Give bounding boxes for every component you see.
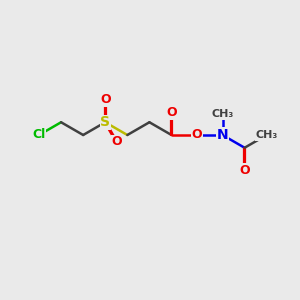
Text: Cl: Cl [32,128,46,142]
Text: O: O [111,135,122,148]
Text: CH₃: CH₃ [212,109,234,119]
Text: N: N [217,128,228,142]
Text: O: O [166,106,177,119]
Text: CH₃: CH₃ [256,130,278,140]
Text: O: O [192,128,202,142]
Text: S: S [100,115,110,129]
Text: O: O [239,164,250,177]
Text: O: O [100,93,111,106]
